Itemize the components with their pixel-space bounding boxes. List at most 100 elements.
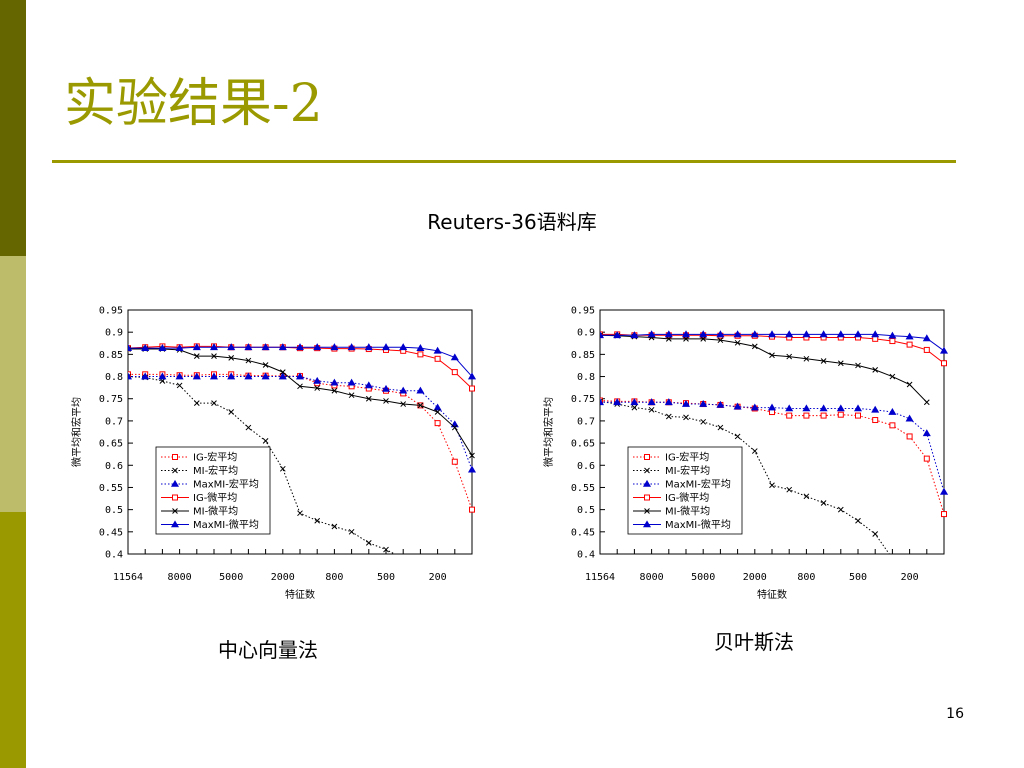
y-tick-label: 0.5	[577, 505, 595, 516]
series-2	[600, 398, 948, 495]
data-point	[175, 372, 184, 380]
y-tick-label: 0.8	[577, 372, 595, 383]
data-point	[295, 343, 305, 351]
data-point	[837, 411, 844, 418]
x-tick-label: 5000	[691, 572, 715, 583]
data-point	[314, 385, 321, 391]
data-point	[176, 382, 183, 389]
data-point	[699, 330, 708, 338]
data-point	[836, 404, 845, 412]
data-point	[889, 422, 896, 429]
sidebar-band-mid	[0, 256, 26, 512]
y-tick-label: 0.45	[571, 527, 595, 538]
data-point	[819, 330, 828, 338]
y-tick-label: 0.75	[99, 394, 123, 405]
data-point	[836, 330, 845, 338]
y-tick-label: 0.6	[105, 461, 123, 472]
page-number: 16	[946, 706, 964, 722]
y-tick-label: 0.7	[577, 416, 595, 427]
data-point	[469, 385, 475, 392]
data-point	[141, 344, 150, 351]
data-point	[469, 452, 475, 459]
legend-marker	[172, 454, 178, 460]
y-tick-label: 0.65	[99, 439, 123, 450]
legend-marker	[172, 508, 178, 514]
data-point	[451, 458, 458, 465]
data-point	[433, 403, 442, 411]
data-point	[683, 414, 689, 421]
data-point	[855, 412, 861, 419]
data-point	[872, 417, 879, 424]
data-point	[331, 523, 338, 530]
x-tick-label: 800	[325, 572, 343, 583]
data-point	[853, 330, 863, 338]
data-point	[128, 344, 133, 351]
legend-label: MaxMI-微平均	[665, 518, 731, 531]
slide-title: 实验结果-2	[64, 74, 323, 134]
data-point	[381, 343, 391, 351]
data-point	[365, 395, 372, 402]
data-point	[889, 338, 896, 345]
data-point	[227, 372, 236, 380]
data-point	[348, 528, 355, 535]
data-point	[467, 465, 476, 473]
data-point	[348, 392, 355, 399]
legend-box	[627, 446, 743, 535]
x-tick-label: 11564	[585, 572, 615, 583]
legend-label: IG-宏平均	[193, 451, 237, 464]
y-tick-label: 0.4	[577, 550, 595, 561]
data-point	[141, 372, 150, 380]
data-point	[786, 412, 793, 419]
legend-marker	[644, 494, 650, 501]
data-point	[383, 398, 389, 404]
legend: IG-宏平均MI-宏平均MaxMI-宏平均IG-微平均MI-微平均MaxMI-微…	[155, 446, 271, 535]
data-point	[889, 373, 896, 380]
y-tick-label: 0.4	[105, 550, 123, 561]
y-tick-label: 0.95	[571, 306, 595, 317]
data-point	[278, 372, 287, 380]
data-point	[803, 412, 810, 419]
y-axis-label: 微平均和宏平均	[542, 397, 555, 467]
data-point	[613, 398, 622, 406]
series-5	[600, 330, 948, 354]
data-point	[244, 343, 253, 351]
x-tick-label: 2000	[271, 572, 295, 583]
legend-marker	[642, 479, 652, 487]
data-point	[399, 386, 408, 394]
data-point	[769, 352, 775, 359]
chart-centroid: 0.950.90.850.80.750.70.650.60.550.50.450…	[70, 306, 476, 601]
legend: IG-宏平均MI-宏平均MaxMI-宏平均IG-微平均MI-微平均MaxMI-微…	[627, 446, 743, 535]
data-point	[279, 369, 286, 375]
data-point	[631, 404, 638, 411]
data-point	[890, 556, 895, 561]
y-tick-label: 0.5	[105, 505, 123, 516]
data-point	[819, 404, 828, 412]
data-point	[245, 424, 252, 431]
data-point	[871, 405, 880, 413]
data-point	[330, 378, 339, 386]
data-point	[855, 362, 861, 369]
data-point	[888, 331, 897, 339]
x-tick-label: 200	[429, 572, 447, 583]
data-point	[278, 343, 287, 351]
legend-label: IG-微平均	[193, 491, 237, 504]
x-tick-label: 500	[849, 572, 867, 583]
series-4	[600, 332, 930, 406]
data-point	[399, 343, 408, 351]
data-point	[228, 409, 235, 415]
data-point	[434, 420, 441, 427]
data-point	[665, 413, 672, 420]
legend-label: MaxMI-宏平均	[665, 478, 731, 491]
data-point	[717, 337, 724, 344]
legend-marker	[170, 479, 180, 487]
data-point	[192, 372, 201, 380]
data-point	[647, 398, 656, 406]
data-point	[330, 343, 339, 351]
title-divider	[52, 160, 956, 163]
y-axis-label: 微平均和宏平均	[70, 397, 83, 467]
series-5	[128, 343, 476, 380]
data-point	[434, 355, 441, 362]
series-1	[600, 398, 895, 561]
data-point	[416, 344, 425, 351]
series-1	[128, 373, 396, 554]
